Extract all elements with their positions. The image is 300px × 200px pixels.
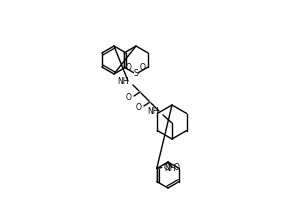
Text: S: S (134, 70, 138, 78)
Text: O: O (135, 102, 141, 112)
Text: O: O (140, 62, 146, 72)
Text: O: O (164, 163, 169, 172)
Text: NH: NH (164, 164, 175, 173)
Text: O: O (125, 92, 131, 102)
Text: O: O (126, 62, 132, 72)
Text: NH: NH (118, 77, 129, 86)
Text: O: O (174, 164, 180, 172)
Text: NH: NH (148, 108, 159, 116)
